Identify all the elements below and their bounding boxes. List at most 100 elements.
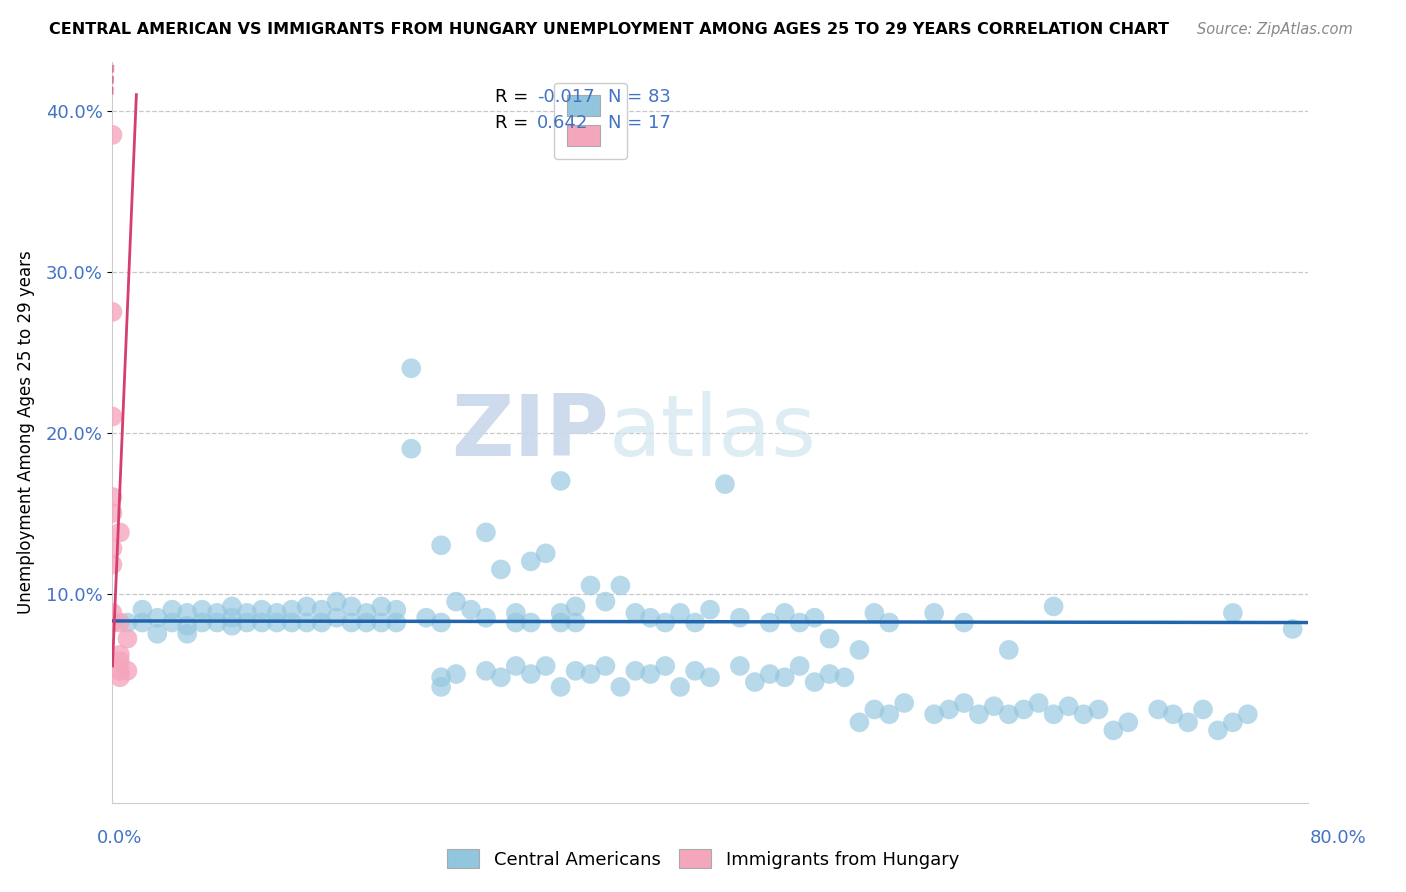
Point (460, 602, 482, 616)
Point (683, 664, 706, 678)
Point (728, 610, 751, 624)
Point (108, 670, 131, 684)
Point (1118, 715, 1140, 730)
Point (773, 670, 796, 684)
Point (848, 715, 870, 730)
Point (131, 615, 153, 630)
Text: N = 83: N = 83 (609, 88, 671, 106)
Point (1087, 702, 1109, 716)
Point (489, 562, 512, 576)
Point (505, 615, 527, 630)
Point (250, 615, 273, 630)
Point (295, 615, 318, 630)
Point (101, 305, 124, 319)
Point (1161, 707, 1184, 722)
Point (579, 667, 602, 681)
Point (325, 594, 347, 608)
Point (640, 667, 662, 681)
Point (564, 615, 586, 630)
Point (967, 707, 990, 722)
Text: Source: ZipAtlas.com: Source: ZipAtlas.com (1197, 22, 1353, 37)
Point (221, 599, 243, 614)
Point (1222, 606, 1244, 620)
Point (370, 615, 392, 630)
Point (191, 615, 214, 630)
Point (295, 599, 318, 614)
Point (550, 680, 572, 694)
Text: ZIP: ZIP (451, 391, 609, 475)
Point (803, 675, 825, 690)
Point (1177, 715, 1199, 730)
Point (236, 615, 259, 630)
Point (803, 610, 825, 624)
Point (108, 664, 131, 678)
Point (475, 664, 498, 678)
Point (759, 667, 782, 681)
Point (953, 696, 976, 710)
Point (101, 615, 124, 630)
Point (101, 128, 124, 142)
Point (998, 643, 1021, 657)
Point (879, 615, 901, 630)
Point (863, 606, 886, 620)
Point (176, 627, 198, 641)
Point (505, 606, 527, 620)
Point (176, 606, 198, 620)
Point (1237, 707, 1260, 722)
Point (848, 643, 870, 657)
Text: 0.642: 0.642 (537, 114, 588, 132)
Point (1192, 702, 1215, 716)
Text: R =: R = (495, 114, 534, 132)
Y-axis label: Unemployment Among Ages 25 to 29 years: Unemployment Among Ages 25 to 29 years (17, 251, 35, 615)
Point (609, 578, 631, 592)
Point (879, 707, 901, 722)
Point (564, 664, 586, 678)
Point (1042, 707, 1064, 722)
Point (385, 602, 408, 616)
Point (789, 615, 811, 630)
Point (108, 648, 131, 662)
Point (953, 615, 976, 630)
Point (475, 610, 498, 624)
Point (1042, 599, 1064, 614)
Point (654, 615, 676, 630)
Point (101, 490, 124, 504)
Point (1281, 622, 1303, 636)
Point (101, 409, 124, 424)
Point (1206, 723, 1229, 738)
Point (356, 606, 378, 620)
Point (250, 602, 273, 616)
Point (983, 699, 1005, 714)
Point (311, 602, 333, 616)
Point (162, 615, 183, 630)
Text: 0.0%: 0.0% (97, 829, 142, 847)
Point (534, 659, 557, 673)
Point (759, 615, 782, 630)
Legend: Central Americans, Immigrants from Hungary: Central Americans, Immigrants from Hunga… (440, 842, 966, 876)
Point (789, 659, 811, 673)
Point (714, 477, 737, 491)
Point (550, 474, 572, 488)
Point (669, 606, 692, 620)
Point (938, 702, 960, 716)
Point (108, 615, 131, 630)
Point (699, 602, 721, 616)
Point (191, 602, 214, 616)
Point (415, 610, 437, 624)
Point (595, 594, 617, 608)
Text: atlas: atlas (609, 391, 817, 475)
Point (564, 599, 586, 614)
Point (505, 659, 527, 673)
Point (117, 615, 139, 630)
Point (176, 619, 198, 633)
Point (340, 615, 363, 630)
Point (640, 610, 662, 624)
Point (728, 659, 751, 673)
Point (108, 654, 131, 668)
Point (489, 670, 512, 684)
Point (998, 707, 1021, 722)
Point (311, 615, 333, 630)
Point (520, 667, 543, 681)
Text: 80.0%: 80.0% (1310, 829, 1367, 847)
Point (534, 546, 557, 560)
